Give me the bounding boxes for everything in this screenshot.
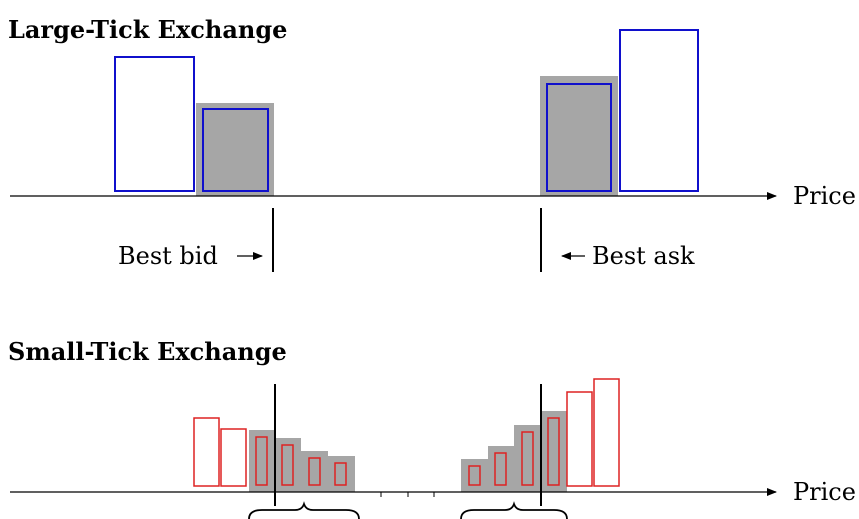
ask-queue-step-1 xyxy=(461,459,488,492)
best-ask-queue-fill xyxy=(540,76,618,196)
large-tick-title: Large-Tick Exchange xyxy=(8,15,287,44)
best-bid-order xyxy=(202,108,269,192)
small-tick-axis-label: Price xyxy=(793,478,856,506)
ask-level-2-order xyxy=(619,29,699,192)
small-ask-inner-order-4 xyxy=(547,417,560,486)
bid-queue-step-3 xyxy=(301,451,328,492)
small-ask-inner-order-1 xyxy=(468,465,481,486)
small-bid-inner-order-4 xyxy=(334,462,347,486)
bid-queue-step-1 xyxy=(249,430,275,492)
ask-group-brace xyxy=(460,501,568,519)
small-bid-outer-order-1 xyxy=(193,417,220,487)
small-ask-inner-order-3 xyxy=(521,431,534,486)
best-bid-label: Best bid xyxy=(118,242,218,270)
large-tick-axis-label: Price xyxy=(793,182,856,210)
small-bid-outer-order-2 xyxy=(220,428,247,487)
small-tick-title: Small-Tick Exchange xyxy=(8,337,287,366)
small-ask-outer-order-1 xyxy=(566,391,593,487)
ask-queue-step-4 xyxy=(541,411,567,492)
bid-group-brace xyxy=(248,501,360,519)
spread-tick-marks xyxy=(380,492,435,497)
best-ask-label: Best ask xyxy=(592,242,695,270)
bid-queue-step-2 xyxy=(275,438,301,492)
small-ask-outer-order-2 xyxy=(593,378,620,487)
bid-queue-step-4 xyxy=(328,456,355,492)
best-ask-order xyxy=(546,83,612,192)
ask-queue-step-3 xyxy=(514,425,541,492)
best-bid-queue-fill xyxy=(196,103,274,196)
small-bid-inner-order-1 xyxy=(255,436,268,486)
bid-level-2-order xyxy=(114,56,195,192)
small-bid-inner-order-3 xyxy=(308,457,321,486)
small-bid-inner-order-2 xyxy=(281,444,294,486)
small-ask-inner-order-2 xyxy=(494,452,507,486)
